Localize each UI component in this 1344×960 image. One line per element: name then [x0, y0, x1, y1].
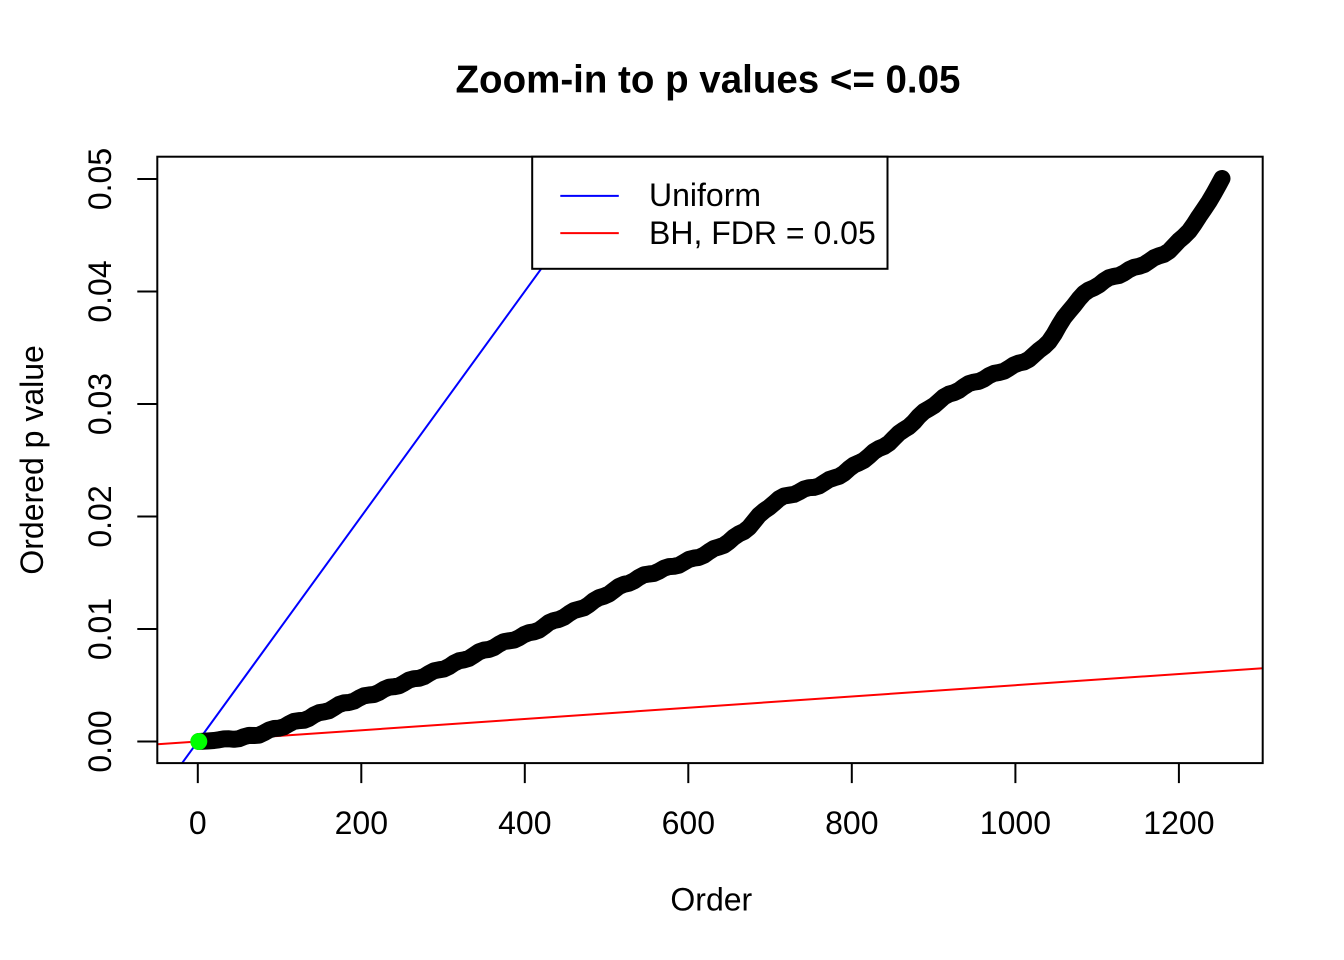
svg-text:Ordered p value: Ordered p value — [14, 345, 50, 574]
svg-text:0.03: 0.03 — [82, 373, 118, 435]
svg-text:0.00: 0.00 — [82, 710, 118, 772]
svg-text:600: 600 — [662, 805, 715, 841]
svg-text:Zoom-in to p values <= 0.05: Zoom-in to p values <= 0.05 — [456, 59, 961, 102]
svg-text:400: 400 — [498, 805, 551, 841]
svg-text:Uniform: Uniform — [649, 177, 761, 213]
svg-text:0.01: 0.01 — [82, 598, 118, 660]
svg-text:0: 0 — [189, 805, 207, 841]
svg-text:1200: 1200 — [1143, 805, 1214, 841]
svg-text:0.04: 0.04 — [82, 260, 118, 322]
svg-text:BH, FDR = 0.05: BH, FDR = 0.05 — [649, 215, 876, 251]
svg-text:200: 200 — [335, 805, 388, 841]
svg-text:800: 800 — [825, 805, 878, 841]
svg-text:0.05: 0.05 — [82, 148, 118, 210]
svg-text:Order: Order — [670, 882, 752, 918]
svg-text:0.02: 0.02 — [82, 485, 118, 547]
svg-text:1000: 1000 — [980, 805, 1051, 841]
